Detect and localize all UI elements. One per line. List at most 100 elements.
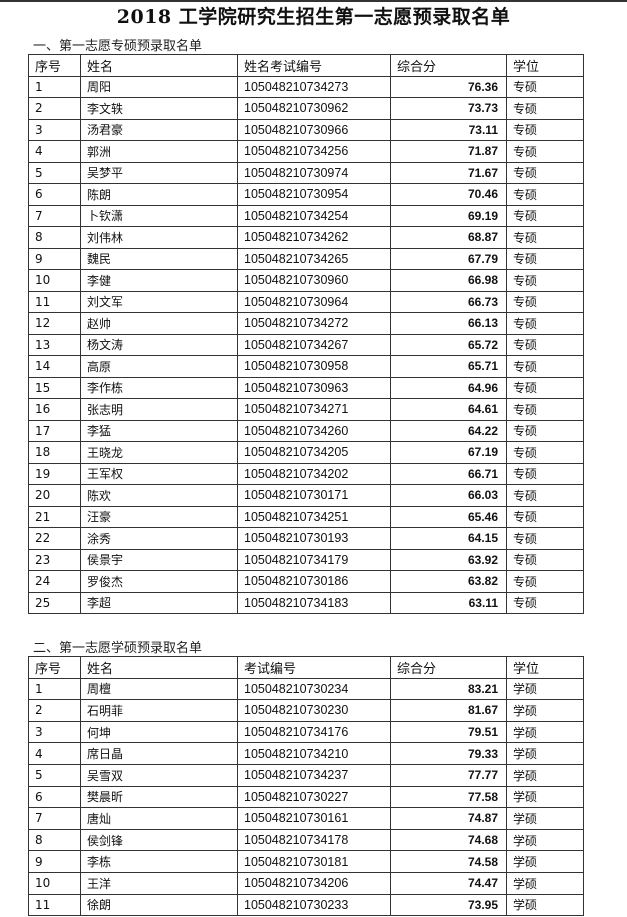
name-cell: 李文轶 [80, 97, 238, 120]
name-cell: 徐朗 [80, 893, 238, 917]
column-header: 学位 [506, 656, 584, 679]
exam-id-cell: 105048210730963 [237, 376, 391, 399]
name-cell: 高原 [80, 355, 238, 378]
exam-id-cell: 105048210730962 [237, 97, 391, 120]
degree-cell: 专硕 [506, 398, 584, 421]
seq-cell: 9 [28, 850, 81, 873]
seq-cell: 10 [28, 269, 81, 292]
degree-cell: 专硕 [506, 183, 584, 206]
name-cell: 杨文涛 [80, 333, 238, 356]
score-cell: 67.79 [390, 247, 507, 270]
exam-id-cell: 105048210730227 [237, 785, 391, 809]
degree-cell: 专硕 [506, 226, 584, 249]
degree-cell: 专硕 [506, 527, 584, 550]
exam-id-cell: 105048210734206 [237, 871, 391, 895]
exam-id-cell: 105048210734262 [237, 226, 391, 249]
degree-cell: 学硕 [506, 893, 584, 917]
page-title: 2018 工学院研究生招生第一志愿预录取名单 [116, 6, 511, 28]
name-cell: 赵帅 [80, 312, 238, 335]
seq-cell: 21 [28, 505, 81, 528]
seq-cell: 20 [28, 484, 81, 507]
name-cell: 李作栋 [80, 376, 238, 399]
seq-cell: 19 [28, 462, 81, 485]
seq-cell: 5 [28, 161, 81, 184]
seq-cell: 7 [28, 204, 81, 227]
score-cell: 74.87 [390, 807, 507, 830]
name-cell: 王洋 [80, 871, 238, 895]
column-header: 姓名 [80, 54, 238, 77]
exam-id-cell: 105048210734210 [237, 742, 391, 765]
degree-cell: 学硕 [506, 785, 584, 809]
table-row: 15 李作栋 105048210730963 64.96 专硕 [28, 376, 584, 399]
column-header: 序号 [28, 54, 81, 77]
score-cell: 65.72 [390, 333, 507, 356]
degree-cell: 专硕 [506, 75, 584, 98]
table-row: 4 席日晶 105048210734210 79.33 学硕 [28, 742, 584, 765]
exam-id-cell: 105048210734205 [237, 441, 391, 464]
score-cell: 68.87 [390, 226, 507, 249]
degree-cell: 专硕 [506, 140, 584, 163]
seq-cell: 25 [28, 591, 81, 614]
degree-cell: 专硕 [506, 333, 584, 356]
degree-cell: 专硕 [506, 419, 584, 442]
exam-id-cell: 105048210730186 [237, 570, 391, 593]
exam-id-cell: 105048210730960 [237, 269, 391, 292]
degree-cell: 专硕 [506, 548, 584, 571]
score-cell: 70.46 [390, 183, 507, 206]
exam-id-cell: 105048210734176 [237, 720, 391, 744]
score-cell: 81.67 [390, 699, 507, 722]
table-row: 21 汪豪 105048210734251 65.46 专硕 [28, 505, 584, 528]
seq-cell: 15 [28, 376, 81, 399]
seq-cell: 4 [28, 140, 81, 163]
score-cell: 67.19 [390, 441, 507, 464]
name-cell: 何坤 [80, 720, 238, 744]
table-row: 19 王军权 105048210734202 66.71 专硕 [28, 462, 584, 485]
score-cell: 83.21 [390, 677, 507, 701]
exam-id-cell: 105048210734251 [237, 505, 391, 528]
exam-id-cell: 105048210730958 [237, 355, 391, 378]
table-academic-masters: 序号 姓名 考试编号 综合分 学位 1 周檀 105048210730234 83.21 学硕 2 石… [28, 656, 584, 917]
table-row: 4 郭洲 105048210734256 71.87 专硕 [28, 140, 584, 163]
score-cell: 74.58 [390, 850, 507, 873]
exam-id-cell: 105048210730181 [237, 850, 391, 873]
seq-cell: 8 [28, 226, 81, 249]
column-header: 学位 [506, 54, 584, 77]
degree-cell: 学硕 [506, 871, 584, 895]
table-row: 1 周阳 105048210734273 76.36 专硕 [28, 75, 584, 98]
seq-cell: 3 [28, 720, 81, 744]
name-cell: 汤君豪 [80, 118, 238, 141]
column-header: 考试编号 [237, 656, 391, 679]
score-cell: 73.73 [390, 97, 507, 120]
score-cell: 77.77 [390, 763, 507, 787]
header-row: 序号 姓名 姓名考试编号 综合分 学位 [28, 54, 584, 77]
exam-id-cell: 105048210730233 [237, 893, 391, 917]
name-cell: 罗俊杰 [80, 570, 238, 593]
exam-id-cell: 105048210734265 [237, 247, 391, 270]
degree-cell: 专硕 [506, 290, 584, 313]
table-row: 7 卜钦潇 105048210734254 69.19 专硕 [28, 204, 584, 227]
seq-cell: 1 [28, 75, 81, 98]
column-header: 综合分 [390, 656, 507, 679]
table-row: 6 陈朗 105048210730954 70.46 专硕 [28, 183, 584, 206]
column-header: 综合分 [390, 54, 507, 77]
table-row: 9 李栋 105048210730181 74.58 学硕 [28, 850, 584, 873]
column-header: 姓名考试编号 [237, 54, 391, 77]
name-cell: 汪豪 [80, 505, 238, 528]
name-cell: 席日晶 [80, 742, 238, 765]
name-cell: 吴梦平 [80, 161, 238, 184]
exam-id-cell: 105048210730171 [237, 484, 391, 507]
seq-cell: 18 [28, 441, 81, 464]
exam-id-cell: 105048210734254 [237, 204, 391, 227]
table-row: 12 赵帅 105048210734272 66.13 专硕 [28, 312, 584, 335]
table-row: 6 樊晨昕 105048210730227 77.58 学硕 [28, 785, 584, 809]
name-cell: 魏民 [80, 247, 238, 270]
exam-id-cell: 105048210734271 [237, 398, 391, 421]
degree-cell: 专硕 [506, 269, 584, 292]
seq-cell: 13 [28, 333, 81, 356]
score-cell: 66.03 [390, 484, 507, 507]
degree-cell: 专硕 [506, 97, 584, 120]
table-row: 23 侯景宇 105048210734179 63.92 专硕 [28, 548, 584, 571]
exam-id-cell: 105048210734260 [237, 419, 391, 442]
seq-cell: 11 [28, 893, 81, 917]
score-cell: 74.68 [390, 828, 507, 852]
